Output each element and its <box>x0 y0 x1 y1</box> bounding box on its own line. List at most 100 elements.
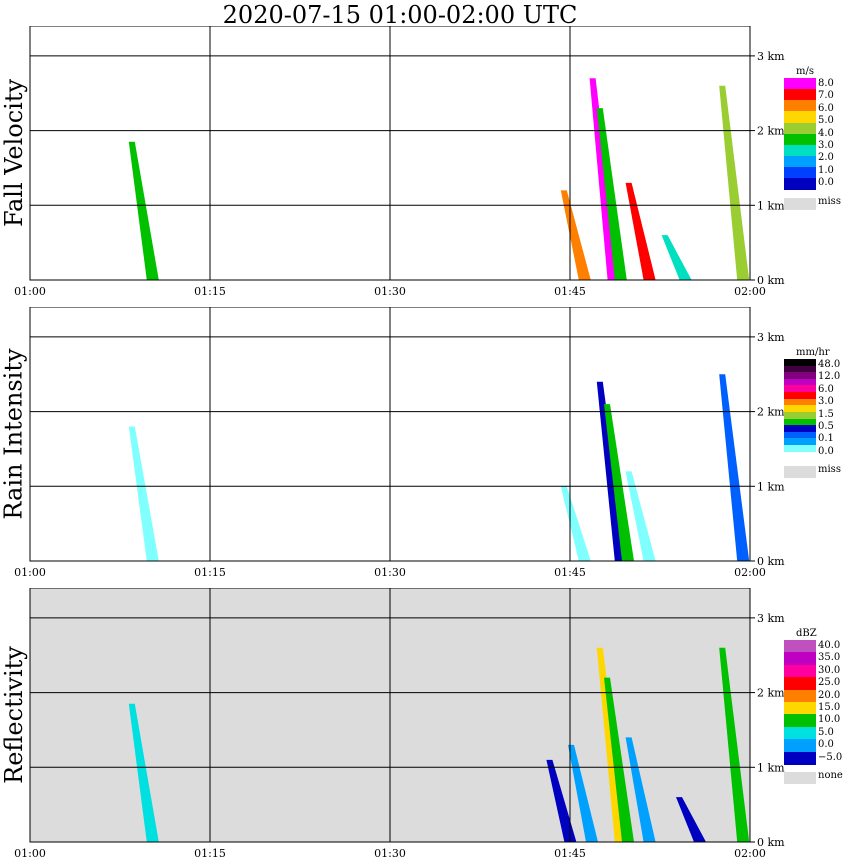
rain-intensity-legend-swatch <box>784 392 816 400</box>
fall-velocity-streak <box>596 108 627 280</box>
fall-velocity-legend-label: 0.0 <box>818 177 834 189</box>
fall-velocity-y-tick-label: 0 km <box>757 274 785 287</box>
fall-velocity-streak <box>560 190 591 280</box>
reflectivity-y-tick-label: 0 km <box>757 836 785 849</box>
reflectivity-legend-swatch <box>784 714 816 728</box>
reflectivity-x-tick-label: 02:00 <box>734 847 766 858</box>
reflectivity-legend-label: −5.0 <box>818 751 843 763</box>
fall-velocity-legend-swatch <box>784 144 816 157</box>
fall-velocity-legend-swatch <box>784 89 816 101</box>
fall-velocity-legend-unit: m/s <box>796 66 814 77</box>
reflectivity-legend-swatch <box>784 640 816 653</box>
rain-intensity-legend-swatch <box>784 438 816 446</box>
rain-intensity-legend-label: miss <box>818 464 841 476</box>
fall-velocity-legend-label: 3.0 <box>818 140 834 151</box>
rain-intensity-x-tick-label: 02:00 <box>734 566 766 577</box>
fall-velocity-y-tick-label: 3 km <box>757 50 785 63</box>
reflectivity-legend-swatch <box>784 652 816 666</box>
fall-velocity-legend-swatch <box>784 178 816 191</box>
rain-intensity-y-tick-label: 2 km <box>757 406 785 419</box>
rain-intensity-legend-label: 0.0 <box>818 445 834 457</box>
reflectivity-x-tick-label: 01:15 <box>194 847 226 858</box>
rain-intensity-legend-swatch <box>784 385 816 393</box>
rain-intensity-plot-frame <box>29 307 751 562</box>
rain-intensity-legend-swatch <box>784 418 816 426</box>
reflectivity-y-tick-label: 2 km <box>757 687 785 700</box>
reflectivity-legend-label: 5.0 <box>818 726 834 738</box>
reflectivity-legend-label: none <box>818 770 843 781</box>
rain-intensity-x-tick-label: 01:00 <box>14 566 46 577</box>
fall-velocity-legend-label: 6.0 <box>818 102 834 114</box>
rain-intensity-y-tick-label: 1 km <box>757 480 785 493</box>
fall-velocity-legend-swatch <box>784 100 816 113</box>
reflectivity-legend-swatch <box>784 739 816 753</box>
rain-intensity-streak <box>625 471 656 561</box>
reflectivity-legend-swatch <box>784 726 816 740</box>
fall-velocity-streak <box>661 235 692 280</box>
rain-intensity-panel: Rain Intensity 01:00 01:15 01:30 01:45 02:00… <box>0 307 850 577</box>
fall-velocity-legend-miss-swatch <box>784 197 816 210</box>
reflectivity-legend-swatch <box>784 677 816 691</box>
rain-intensity-legend-label: 12.0 <box>818 371 841 383</box>
rain-intensity-streak <box>128 426 159 561</box>
rain-intensity-streak <box>719 374 750 561</box>
fall-velocity-legend-label: 8.0 <box>818 78 834 89</box>
fall-velocity-x-tick-label: 02:00 <box>734 285 766 296</box>
rain-intensity-x-tick-label: 01:15 <box>194 566 226 577</box>
rain-intensity-legend-swatch <box>784 405 816 413</box>
reflectivity-legend-label: 40.0 <box>818 640 841 651</box>
rain-intensity-y-tick-label: 3 km <box>757 331 785 344</box>
reflectivity-y-tick-label: 1 km <box>757 761 785 774</box>
fall-velocity-plot: 01:00 01:15 01:30 01:45 02:000 km 1 km 2 km 3 k… <box>14 26 785 296</box>
fall-velocity-legend-swatch <box>784 156 816 168</box>
reflectivity-legend-label: 35.0 <box>818 652 841 664</box>
fall-velocity-x-tick-label: 01:30 <box>374 285 406 296</box>
fall-velocity-plot-frame <box>29 26 751 281</box>
reflectivity-legend-label: 10.0 <box>818 714 841 726</box>
fall-velocity-legend-label: 1.0 <box>818 164 834 176</box>
reflectivity-legend-unit: dBZ <box>796 628 817 639</box>
fall-velocity-panel: Fall Velocity 01:00 01:15 01:30 01:45 02:00 0… <box>0 26 850 296</box>
reflectivity-plot: 01:00 01:15 01:30 01:45 02:000 km 1 km 2 km 3 k… <box>14 588 785 858</box>
rain-intensity-legend-label: 6.0 <box>818 383 834 395</box>
reflectivity-streak <box>719 647 750 842</box>
rain-intensity-legend-label: 48.0 <box>818 359 841 370</box>
page-title: 2020-07-15 01:00-02:00 UTC <box>222 1 578 29</box>
reflectivity-plot-frame <box>29 588 751 843</box>
rain-intensity-legend-label: 1.5 <box>818 408 834 420</box>
rain-intensity-legend-label: 3.0 <box>818 396 834 408</box>
rain-intensity-legend-swatch <box>784 431 816 439</box>
rain-intensity-legend-swatch <box>784 411 816 420</box>
rain-intensity-legend-swatch <box>784 372 816 380</box>
rain-intensity-y-tick-label: 0 km <box>757 555 785 568</box>
rain-intensity-legend-label: 0.1 <box>818 433 834 445</box>
reflectivity-legend-label: 0.0 <box>818 739 834 751</box>
reflectivity-legend-swatch <box>784 664 816 678</box>
fall-velocity-legend-label: 7.0 <box>818 90 834 102</box>
fall-velocity-legend-swatch <box>784 122 816 135</box>
reflectivity-streak <box>625 737 656 842</box>
reflectivity-streak <box>128 703 159 842</box>
rain-intensity-legend-unit: mm/hr <box>796 347 830 358</box>
rain-intensity-plot: 01:00 01:15 01:30 01:45 02:000 km 1 km 2 km 3 k… <box>14 307 785 577</box>
reflectivity-x-tick-label: 01:00 <box>14 847 46 858</box>
fall-velocity-x-tick-label: 01:45 <box>554 285 586 296</box>
fall-velocity-legend-swatch <box>784 78 816 90</box>
fall-velocity-legend-swatch <box>784 111 816 124</box>
fall-velocity-x-tick-label: 01:00 <box>14 285 46 296</box>
rain-intensity-legend-swatch <box>784 451 816 459</box>
reflectivity-streak <box>546 759 577 842</box>
fall-velocity-legend-label: 2.0 <box>818 152 834 164</box>
fall-velocity-legend-label: miss <box>818 195 841 207</box>
fall-velocity-legend-label: 5.0 <box>818 115 834 127</box>
fall-velocity-streak <box>719 85 750 280</box>
reflectivity-x-tick-label: 01:30 <box>374 847 406 858</box>
rain-intensity-legend-miss-swatch <box>784 466 816 479</box>
rain-intensity-legend-swatch <box>784 365 816 373</box>
reflectivity-legend-label: 30.0 <box>818 664 841 676</box>
reflectivity-legend-label: 20.0 <box>818 689 841 701</box>
reflectivity-legend-label: 25.0 <box>818 677 841 689</box>
rain-intensity-legend-swatch <box>784 425 816 433</box>
reflectivity-panel: Reflectivity 01:00 01:15 01:30 01:45 02:00 0 … <box>0 588 850 858</box>
fall-velocity-legend-swatch <box>784 133 816 146</box>
